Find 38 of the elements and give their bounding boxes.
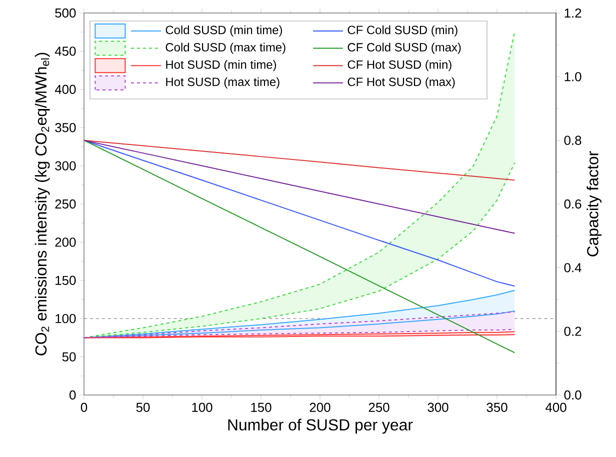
x-axis-title: Number of SUSD per year <box>228 418 413 434</box>
y-tick-label: 200 <box>55 238 76 247</box>
y-tick-label: 350 <box>55 123 76 132</box>
x-tick-label: 150 <box>251 402 272 412</box>
legend-label: CF Cold SUSD (max) <box>348 42 461 54</box>
y2-axis-title: Capacity factor <box>586 151 602 256</box>
y-tick-label: 100 <box>56 314 76 324</box>
x-tick-label: 400 <box>545 402 566 412</box>
y-tick-label: 150 <box>56 276 76 285</box>
y-axis-title: CO$_{2}$ emissions intensity (kg CO$_{2}$eq/MWh$_{el}$) <box>34 52 50 356</box>
y-tick-label: 450 <box>54 46 76 56</box>
y2-tick-label: 0.4 <box>564 263 582 272</box>
x-tick-label: 200 <box>310 402 330 412</box>
y2-tick-label: 0.0 <box>564 390 582 400</box>
x-tick-label: 350 <box>486 402 508 412</box>
x-tick-label: 50 <box>136 402 150 412</box>
y2-tick-label: 0.6 <box>564 199 582 209</box>
x-tick-label: 0 <box>80 402 88 412</box>
y2-tick-label: 1.2 <box>564 8 582 18</box>
y-tick-label: 400 <box>54 84 76 94</box>
legend-label: CF Cold SUSD (min) <box>348 25 458 37</box>
x-tick-label: 250 <box>368 402 390 412</box>
y2-tick-label: 1.0 <box>564 72 582 82</box>
y-tick-label: 250 <box>55 199 76 209</box>
y2-tick-label: 0.8 <box>564 136 582 145</box>
x-tick-label: 300 <box>428 402 448 412</box>
y-tick-label: 0 <box>70 390 76 400</box>
y2-tick-label: 0.2 <box>564 326 582 336</box>
x-tick-label: 100 <box>192 402 212 412</box>
legend-label: Hot SUSD (max time) <box>166 77 280 88</box>
legend-label: Cold SUSD (max time) <box>166 42 286 54</box>
y-tick-label: 50 <box>62 352 76 362</box>
y-tick-label: 500 <box>55 8 76 18</box>
y-tick-label: 300 <box>55 161 76 170</box>
legend-label: CF Hot SUSD (min) <box>348 60 452 72</box>
legend-label: Hot SUSD (min time) <box>166 60 276 72</box>
legend-label: CF Hot SUSD (max) <box>348 77 455 88</box>
legend-label: Cold SUSD (min time) <box>166 25 282 37</box>
